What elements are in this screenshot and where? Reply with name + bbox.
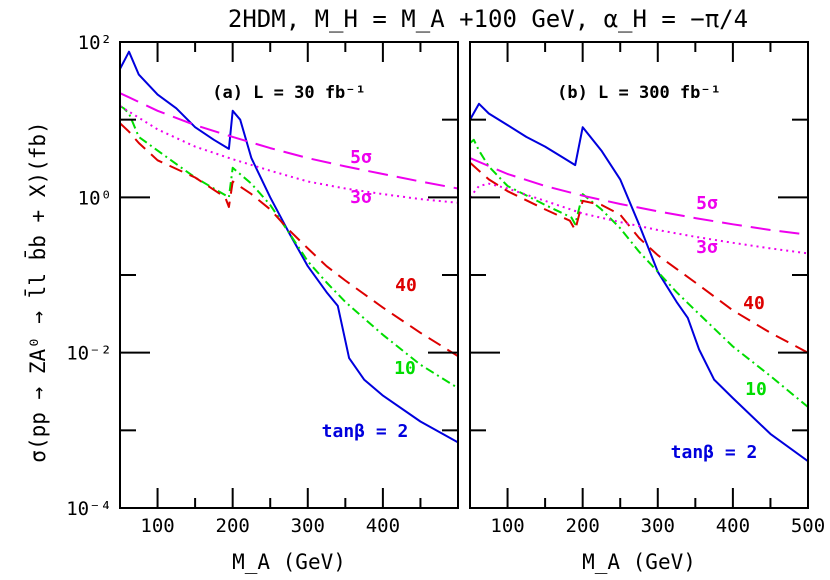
x-tick-label: 400 <box>716 515 750 537</box>
series-line-tanb10-1 <box>470 138 808 408</box>
x-axis-label: M_A (GeV) <box>582 550 696 574</box>
x-tick-label: 400 <box>366 515 400 537</box>
series-label-tanb40-2: 40 <box>743 293 765 314</box>
series-line-tanb10-1 <box>120 105 458 389</box>
x-tick-label: 100 <box>140 515 174 537</box>
y-tick-label: 10⁰ <box>78 187 112 209</box>
plot-frame <box>469 41 809 509</box>
series-label-tanb2-0: tanβ = 2 <box>671 442 758 463</box>
panel-label: (a) L = 30 fb⁻¹ <box>212 83 366 103</box>
x-tick-label: 200 <box>566 515 600 537</box>
y-tick-labels: 10⁻⁴ 10⁻² 10⁰ 10² <box>66 32 112 520</box>
series-label-tanb10-1: 10 <box>745 379 767 400</box>
x-tick-label: 300 <box>641 515 675 537</box>
x-axis-label: M_A (GeV) <box>232 550 346 574</box>
x-tick-label: 300 <box>291 515 325 537</box>
series-label-sig-4: 3σ <box>350 187 372 208</box>
series-label-sig-3: 5σ <box>696 193 718 214</box>
x-tick-label: 100 <box>490 515 524 537</box>
series-line-tanb2-0 <box>120 50 458 444</box>
y-tick-label: 10⁻⁴ <box>66 498 112 520</box>
y-tick-label: 10² <box>78 32 112 54</box>
y-axis-label: σ(pp → ZA⁰ → l̄l b̄b + X)(fb) <box>25 121 50 462</box>
series-line-sig-3 <box>120 92 458 190</box>
panel-label: (b) L = 300 fb⁻¹ <box>557 83 721 103</box>
series-line-sig-4 <box>470 182 808 255</box>
x-tick-label: 500 <box>791 515 825 537</box>
series-label-sig-4: 3σ <box>696 237 718 258</box>
series-label-tanb2-0: tanβ = 2 <box>322 421 409 442</box>
series-label-tanb10-1: 10 <box>394 358 416 379</box>
chart-title: 2HDM, M_H = M_A +100 GeV, α_H = −π/4 <box>228 5 748 33</box>
series-label-sig-3: 5σ <box>350 147 372 168</box>
panel-a: 100 200 300 400 M_A (GeV) (a) L = 30 fb⁻¹ tanβ… <box>119 41 459 574</box>
series-line-tanb40-2 <box>470 161 808 354</box>
series-line-sig-3 <box>470 157 808 236</box>
series-line-tanb40-2 <box>120 122 458 358</box>
series-label-tanb40-2: 40 <box>395 275 417 296</box>
x-tick-label: 200 <box>216 515 250 537</box>
series-line-tanb2-0 <box>470 102 808 463</box>
y-tick-label: 10⁻² <box>66 343 112 365</box>
series-line-sig-4 <box>120 105 458 204</box>
panel-b: 100 200 300 400 500 M_A (GeV) (b) L = 300 fb⁻¹… <box>469 41 825 574</box>
